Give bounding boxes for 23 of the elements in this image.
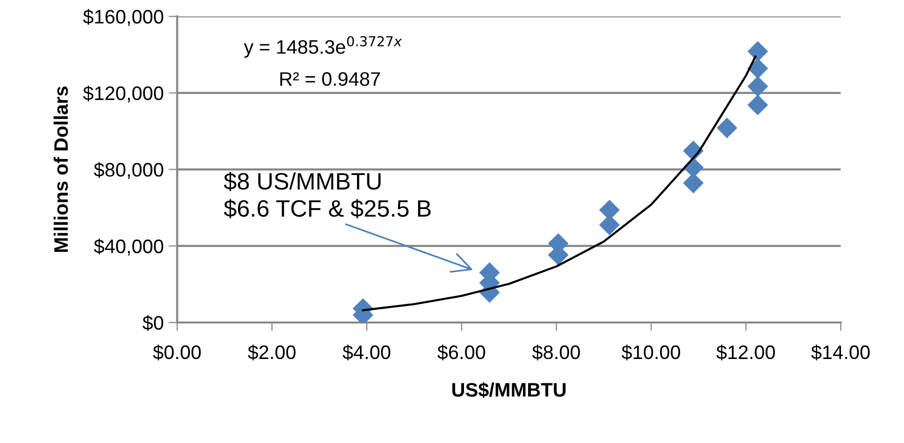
x-tick-label: $14.00 <box>811 344 870 360</box>
point <box>747 76 768 97</box>
x-tick-label: $12.00 <box>716 344 775 360</box>
y-axis-title: Millions of Dollars <box>54 86 68 252</box>
x-tick-label: $0.00 <box>153 344 201 360</box>
x-tick-label: $4.00 <box>342 344 390 360</box>
point <box>747 41 768 62</box>
x-tick-label: $10.00 <box>622 344 680 360</box>
annotation: y = 1485.3e$^{0.3727x}$ <box>244 36 402 58</box>
annotation: R² = 0.9487 <box>280 72 380 86</box>
y-tick-label: $160,000 <box>83 9 164 26</box>
y-tick-label: $40,000 <box>94 238 164 256</box>
x-tick-label: $2.00 <box>248 344 296 360</box>
x-tick-label: $6.00 <box>437 344 486 360</box>
x-axis-title: US$/MMBTU <box>452 382 566 398</box>
y-tick-label: $120,000 <box>83 86 164 102</box>
y-tick-label: $80,000 <box>94 162 164 179</box>
x-tick-label: $8.00 <box>532 344 580 360</box>
point <box>747 58 768 79</box>
point <box>716 118 738 138</box>
y-tick-label: $0 <box>142 315 164 331</box>
annotation: $8 US/MMBTU $6.6 TCF & $25.5 B <box>224 172 431 218</box>
point <box>747 94 768 116</box>
